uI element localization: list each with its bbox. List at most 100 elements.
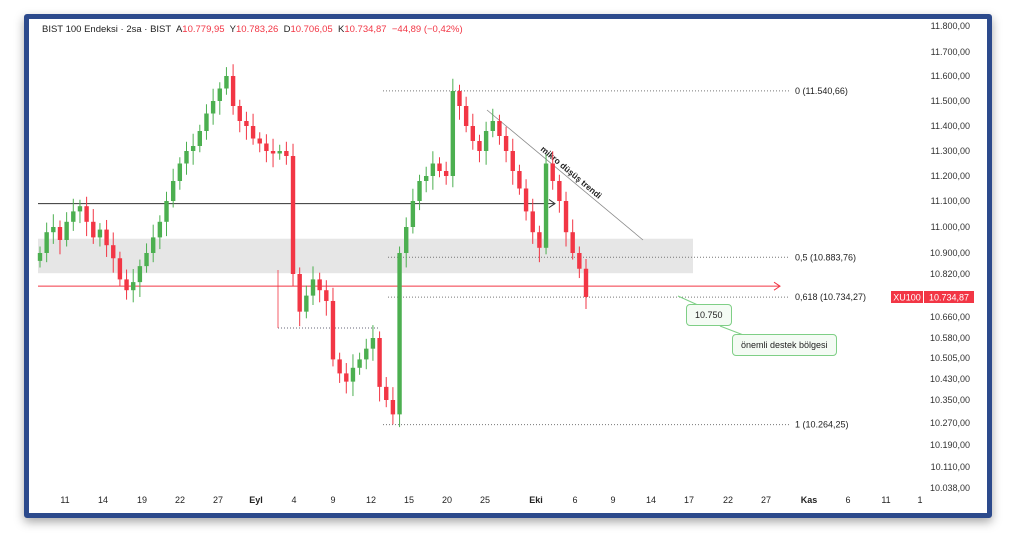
symbol-tag-label: XU100	[893, 293, 921, 303]
candle-body	[237, 106, 242, 121]
candle-body	[517, 171, 522, 189]
zone-callout: önemli destek bölgesi	[732, 334, 837, 356]
candle-body	[144, 253, 149, 267]
candle-body	[111, 245, 116, 259]
candle-body	[277, 151, 282, 154]
arrow-icon	[548, 199, 556, 209]
candle-body	[437, 163, 442, 171]
candle-body	[570, 232, 575, 253]
candle-body	[224, 76, 229, 89]
y-tick-label: 11.800,00	[931, 21, 970, 31]
candle-body	[64, 221, 69, 240]
candle-body	[204, 113, 209, 131]
candle-body	[337, 359, 342, 374]
candle-body	[530, 211, 535, 233]
support-zone	[38, 238, 693, 274]
x-tick-label: 27	[761, 495, 771, 505]
y-tick-label: 10.820,00	[930, 269, 970, 279]
candle-body	[264, 143, 269, 151]
candle-body	[104, 229, 109, 246]
x-tick-label: 19	[137, 495, 147, 505]
y-tick-label: 11.400,00	[931, 121, 970, 131]
candle-body	[250, 126, 256, 139]
candle-body	[430, 163, 436, 176]
candle-body	[117, 258, 123, 280]
candle-body	[497, 121, 502, 136]
candle-body	[304, 295, 309, 312]
y-tick-label: 11.000,00	[931, 222, 970, 232]
candle-body	[417, 181, 422, 201]
candle-body	[457, 91, 462, 106]
candle-body	[543, 163, 549, 248]
candle-body	[510, 151, 515, 171]
candle-body	[270, 151, 276, 154]
candle-body	[450, 91, 456, 176]
candle-body	[184, 151, 189, 164]
x-tick-label: 17	[684, 495, 694, 505]
y-tick-label: 11.600,00	[931, 71, 970, 81]
fib-label-0.5: 0,5 (10.883,76)	[795, 252, 856, 262]
candle-body	[470, 126, 476, 141]
last-price-label: 10.734,87	[929, 293, 969, 303]
candle-body	[483, 131, 489, 151]
candle-body	[537, 232, 542, 248]
fib-label-1: 1 (10.264,25)	[795, 420, 849, 430]
x-tick-label: 15	[404, 495, 414, 505]
candle-body	[124, 279, 129, 291]
open-value: 10.779,95	[182, 24, 225, 35]
change-value: −44,89 (−0,42%)	[391, 24, 463, 35]
candle-body	[157, 221, 163, 238]
x-tick-label: 9	[330, 495, 335, 505]
candle-body	[57, 227, 63, 240]
candle-body	[463, 106, 469, 126]
candle-body	[137, 266, 143, 283]
y-tick-label: 10.038,00	[930, 483, 970, 493]
x-tick-label: 11	[60, 495, 69, 505]
x-tick-label: 20	[442, 495, 452, 505]
y-tick-label: 11.300,00	[931, 146, 970, 156]
symbol-legend: BIST 100 Endeksi · 2sa · BIST A10.779,95…	[42, 24, 463, 35]
x-tick-label: 14	[646, 495, 656, 505]
candle-body	[177, 163, 183, 181]
candle-body	[557, 181, 562, 201]
candle-body	[131, 282, 136, 291]
candle-body	[230, 76, 236, 106]
candle-body	[410, 201, 416, 227]
candle-body	[317, 279, 322, 291]
y-tick-label: 11.100,00	[931, 196, 970, 206]
x-tick-label: 22	[175, 495, 185, 505]
high-value: 10.783,26	[236, 24, 279, 35]
candle-body	[370, 338, 376, 349]
x-tick-label: 22	[723, 495, 733, 505]
candle-body	[523, 188, 529, 212]
arrow-icon	[773, 281, 781, 291]
trend-line	[486, 109, 644, 241]
y-tick-label: 10.660,00	[930, 312, 970, 322]
candle-body	[37, 253, 43, 261]
candle-body	[51, 227, 56, 233]
symbol-title: BIST 100 Endeksi · 2sa · BIST	[42, 24, 172, 35]
y-tick-label: 10.110,00	[931, 462, 970, 472]
last-price-tag	[924, 291, 974, 303]
candle-body	[404, 227, 409, 253]
candle-body	[390, 400, 396, 415]
candle-body	[503, 136, 509, 151]
fib-label-0: 0 (11.540,66)	[795, 86, 848, 96]
x-tick-label: 25	[480, 495, 490, 505]
x-tick-label: 1	[917, 495, 922, 505]
candle-body	[550, 163, 555, 181]
candle-body	[290, 156, 296, 274]
x-tick-label: 4	[291, 495, 296, 505]
y-tick-label: 11.700,00	[931, 47, 970, 57]
candle-body	[71, 211, 76, 222]
candle-body	[490, 121, 495, 131]
x-tick-label: 27	[213, 495, 223, 505]
candle-body	[350, 367, 356, 382]
candle-body	[357, 359, 362, 368]
candle-body	[97, 229, 103, 238]
candle-body	[477, 141, 482, 151]
y-tick-label: 11.200,00	[931, 171, 970, 181]
x-tick-label: 6	[572, 495, 577, 505]
x-tick-label: 6	[845, 495, 850, 505]
